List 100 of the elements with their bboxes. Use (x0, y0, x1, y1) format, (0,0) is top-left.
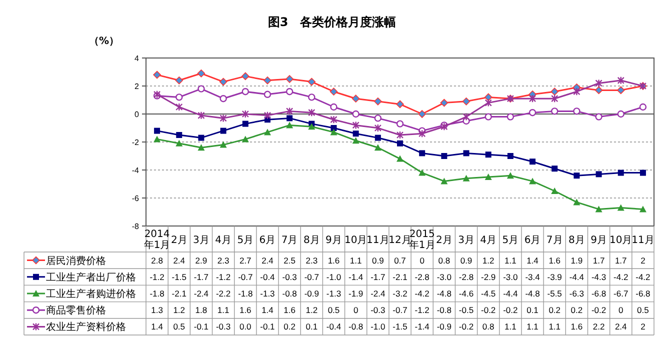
data-label: 1.1 (504, 255, 517, 266)
data-label: 1.7 (614, 255, 628, 266)
data-label: 2.3 (217, 255, 230, 266)
data-label: 0.2 (570, 305, 583, 316)
y-axis-title: （%） (88, 36, 120, 47)
data-label: -5.5 (547, 288, 562, 298)
y-tick-label: 2 (134, 82, 140, 91)
data-label: -1.9 (348, 288, 364, 298)
data-label: 1.6 (548, 255, 561, 266)
data-label: -2.4 (194, 288, 209, 298)
data-label: 0.7 (394, 255, 406, 266)
x-tick-label: 2月 (170, 235, 188, 246)
data-label: -6.8 (591, 288, 606, 298)
data-label: 0.1 (526, 305, 539, 316)
data-label: -4.8 (525, 288, 540, 298)
data-label: -0.9 (304, 288, 320, 298)
data-label: -6.7 (614, 288, 628, 298)
x-tick-label: 8月 (303, 235, 320, 246)
data-label: -6.8 (636, 288, 651, 298)
data-label: 1.9 (570, 255, 583, 266)
data-label: 0.2 (284, 322, 296, 332)
y-tick-label: -8 (132, 222, 140, 231)
x-tick-label: 5月 (502, 235, 519, 246)
data-label: 2.3 (306, 255, 318, 266)
data-label: -4.4 (569, 272, 584, 282)
legend-label: 农业生产资料价格 (46, 321, 126, 334)
data-label: 1.4 (151, 322, 164, 332)
x-tick-label: 10月 (344, 235, 368, 246)
data-label: 0.5 (328, 305, 340, 316)
data-label: 2.4 (173, 255, 186, 266)
data-label: -0.2 (458, 322, 474, 332)
data-label: -0.1 (260, 322, 276, 332)
data-label: -3.9 (547, 272, 562, 282)
data-label: 0.9 (372, 255, 384, 266)
data-label: 2.7 (239, 255, 252, 266)
data-label: 1.6 (328, 255, 340, 266)
data-label: -0.2 (481, 305, 496, 316)
legend-label: 工业生产者出厂价格 (46, 271, 136, 284)
data-label: -4.4 (503, 288, 518, 298)
data-label: -0.2 (591, 305, 606, 316)
data-label: 0.8 (482, 322, 495, 332)
x-tick-label: 8月 (568, 235, 585, 246)
y-tick-label: 4 (134, 54, 140, 63)
data-label: 1.6 (239, 305, 252, 316)
data-label: 1.1 (350, 255, 362, 266)
data-label: -0.1 (194, 322, 209, 332)
data-label: -0.4 (326, 322, 342, 332)
data-label: 2.2 (592, 322, 605, 332)
data-label: -4.2 (614, 272, 628, 282)
x-tick-label: 6月 (259, 235, 276, 246)
data-label: -2.1 (172, 288, 187, 298)
x-tick-label: 3月 (193, 235, 210, 246)
data-label: -1.4 (348, 272, 364, 282)
y-tick-label: 0 (134, 110, 140, 119)
x-tick-label: 2014年1月 (144, 229, 170, 251)
data-label: -2.8 (414, 272, 430, 282)
data-label: -1.5 (172, 272, 187, 282)
x-tick-label: 4月 (215, 235, 232, 246)
data-label: 1.6 (570, 322, 583, 332)
data-label: 0.5 (173, 322, 186, 332)
chart-title: 图3 各类价格月度涨幅 (268, 15, 396, 29)
x-tick-label: 2015年1月 (408, 229, 436, 251)
data-label: 1.3 (151, 305, 164, 316)
data-label: -6.3 (569, 288, 584, 298)
data-label: -1.2 (414, 305, 430, 316)
data-label: -1.0 (370, 322, 386, 332)
data-label: -2.4 (370, 288, 386, 298)
x-tick-label: 5月 (237, 235, 254, 246)
data-label: 0 (618, 305, 624, 316)
data-label: 1.4 (526, 255, 539, 266)
data-label: -4.5 (481, 288, 496, 298)
data-label: -2.8 (458, 272, 474, 282)
x-tick-label: 3月 (458, 235, 474, 246)
data-label: 1.7 (592, 255, 605, 266)
data-label: 1.1 (504, 322, 517, 332)
data-label: -1.4 (414, 322, 430, 332)
x-tick-label: 4月 (480, 235, 497, 246)
data-label: 1.8 (195, 305, 208, 316)
data-label: 0.5 (637, 305, 650, 316)
legend-label: 居民消费价格 (46, 254, 106, 267)
y-tick-label: -2 (132, 138, 140, 147)
x-tick-label: 9月 (326, 235, 342, 246)
data-label: -3.0 (436, 272, 452, 282)
data-label: -3.0 (503, 272, 518, 282)
data-label: -1.7 (194, 272, 209, 282)
data-label: 1.4 (262, 305, 274, 316)
data-label: -1.8 (238, 288, 253, 298)
data-label: 0.2 (548, 305, 561, 316)
data-label: -1.3 (326, 288, 342, 298)
x-tick-label: 7月 (546, 235, 563, 246)
data-label: -0.7 (238, 272, 253, 282)
data-label: 2.4 (614, 322, 628, 332)
data-label: 1.1 (526, 322, 539, 332)
data-label: 1.2 (173, 305, 186, 316)
data-label: 0 (420, 255, 425, 266)
data-label: -4.2 (414, 288, 430, 298)
data-label: -1.3 (260, 288, 276, 298)
x-tick-label: 9月 (590, 235, 607, 246)
data-label: -1.2 (216, 272, 231, 282)
x-tick-label: 11月 (366, 235, 390, 246)
